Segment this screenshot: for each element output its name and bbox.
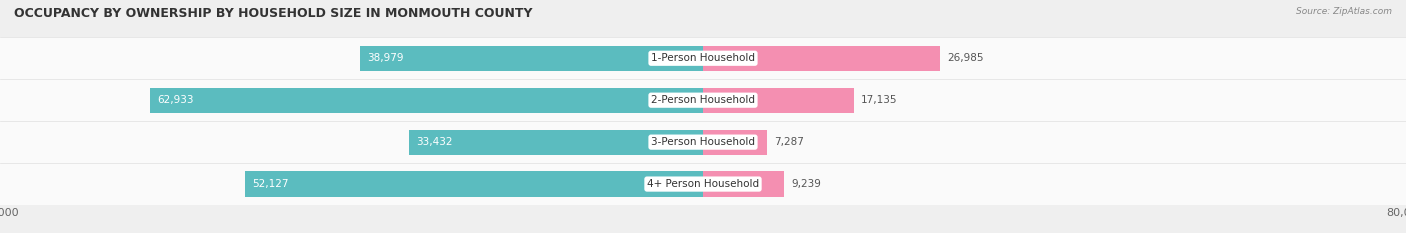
Bar (0, 37, 1406, 79)
Bar (703, 46, 941, 71)
Bar (150, 88, 703, 113)
Text: 38,979: 38,979 (367, 53, 404, 63)
Text: 4+ Person Household: 4+ Person Household (647, 179, 759, 189)
Text: 7,287: 7,287 (775, 137, 804, 147)
Bar (360, 46, 703, 71)
Bar (0, 163, 1406, 205)
Bar (703, 171, 785, 197)
Text: 2-Person Household: 2-Person Household (651, 95, 755, 105)
Text: 52,127: 52,127 (252, 179, 288, 189)
Bar (0, 79, 1406, 121)
Text: 26,985: 26,985 (948, 53, 984, 63)
Text: 3-Person Household: 3-Person Household (651, 137, 755, 147)
Bar (703, 130, 768, 155)
Bar (0, 121, 1406, 163)
Text: Source: ZipAtlas.com: Source: ZipAtlas.com (1296, 7, 1392, 16)
Text: 33,432: 33,432 (416, 137, 453, 147)
Text: 1-Person Household: 1-Person Household (651, 53, 755, 63)
Bar (409, 130, 703, 155)
Bar (703, 88, 853, 113)
Text: OCCUPANCY BY OWNERSHIP BY HOUSEHOLD SIZE IN MONMOUTH COUNTY: OCCUPANCY BY OWNERSHIP BY HOUSEHOLD SIZE… (14, 7, 533, 20)
Bar (245, 171, 703, 197)
Text: 62,933: 62,933 (157, 95, 194, 105)
Text: 17,135: 17,135 (860, 95, 897, 105)
Text: 9,239: 9,239 (792, 179, 821, 189)
